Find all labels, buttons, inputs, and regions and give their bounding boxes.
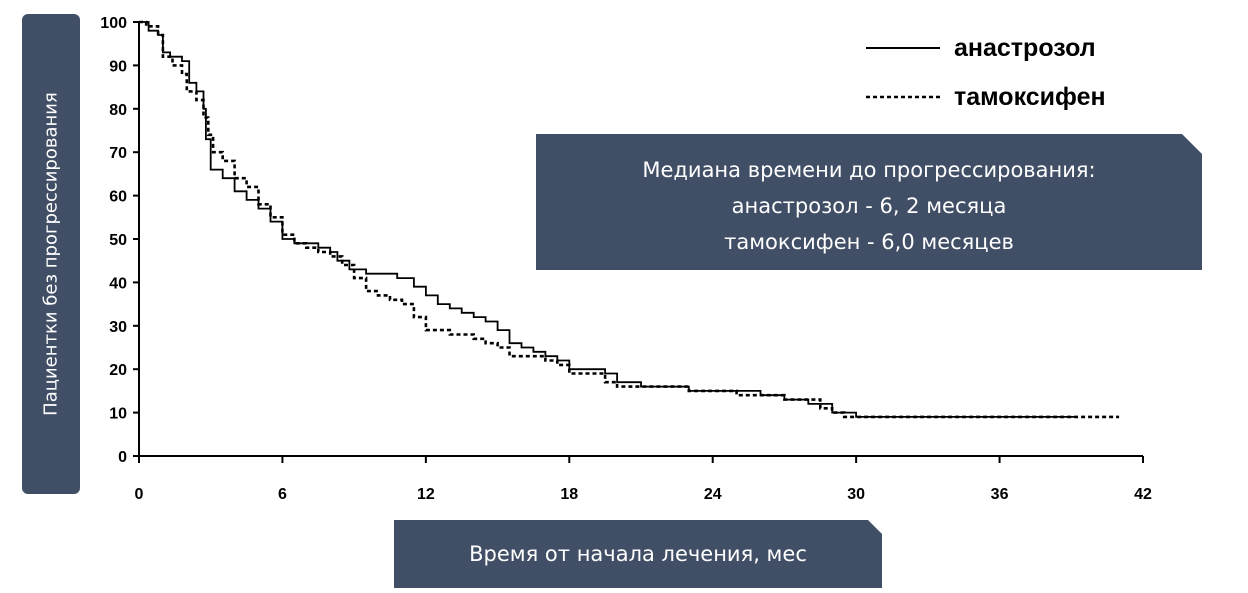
series-line-tamoxifen <box>139 20 1120 419</box>
median-info-tamoxifen: тамоксифен - 6,0 месяцев <box>724 230 1014 254</box>
median-info-box: Медиана времени до прогрессирования: ана… <box>536 134 1202 270</box>
y-tick-label: 90 <box>109 58 127 75</box>
legend-label-anastrozole: анастрозол <box>954 34 1096 62</box>
legend-label-tamoxifen: тамоксифен <box>954 83 1106 111</box>
y-tick-label: 10 <box>109 406 127 423</box>
x-tick-label: 6 <box>278 486 287 503</box>
y-tick-label: 0 <box>118 449 127 466</box>
x-tick-label: 0 <box>135 486 144 503</box>
y-axis-label-box <box>22 14 80 494</box>
y-tick-label: 20 <box>109 362 127 379</box>
x-ticks: 0 6 12 18 24 30 36 42 <box>135 456 1152 503</box>
series-layer <box>139 20 1120 419</box>
y-tick-label: 100 <box>100 15 127 32</box>
y-tick-label: 30 <box>109 319 127 336</box>
legend: анастрозол тамоксифен <box>866 34 1106 111</box>
median-info-anastrozole: анастрозол - 6, 2 месяца <box>731 194 1007 218</box>
x-tick-label: 18 <box>560 486 578 503</box>
x-tick-label: 12 <box>417 486 435 503</box>
y-tick-label: 50 <box>109 232 127 249</box>
x-tick-label: 36 <box>991 486 1009 503</box>
x-axis-label-box: Время от начала лечения, мес <box>394 520 882 588</box>
x-tick-label: 24 <box>704 486 722 503</box>
median-info-title: Медиана времени до прогрессирования: <box>642 158 1096 182</box>
x-tick-label: 30 <box>847 486 865 503</box>
y-tick-label: 70 <box>109 145 127 162</box>
x-axis-label: Время от начала лечения, мес <box>469 542 807 566</box>
y-tick-label: 60 <box>109 189 127 206</box>
y-tick-label: 80 <box>109 102 127 119</box>
y-ticks: 0 10 20 30 40 50 60 70 80 90 100 <box>100 15 139 466</box>
y-tick-label: 40 <box>109 275 127 292</box>
x-tick-label: 42 <box>1134 486 1152 503</box>
series-line-anastrozole <box>139 21 1077 418</box>
